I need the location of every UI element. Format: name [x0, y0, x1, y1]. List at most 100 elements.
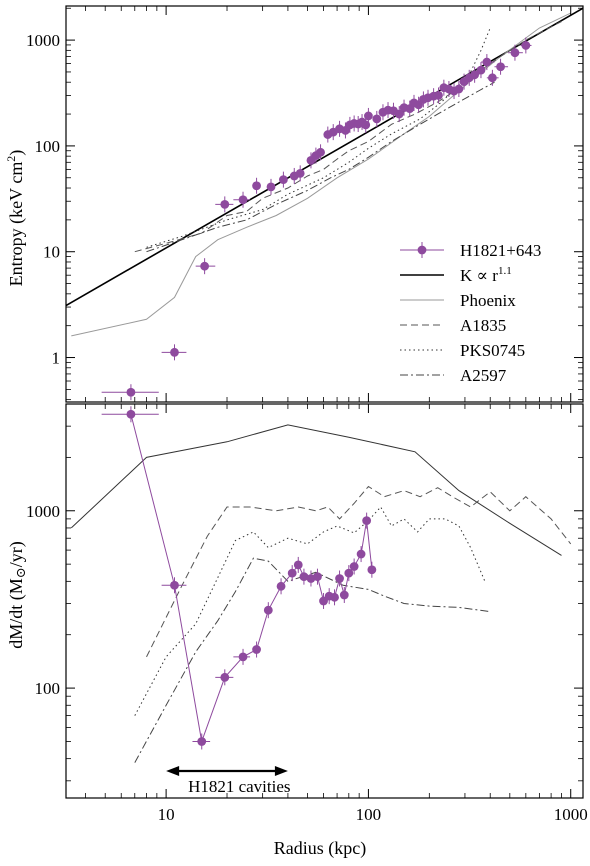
massflow-h1821-643-point	[170, 580, 179, 590]
massflow-y-tick-label: 1000	[26, 502, 60, 521]
legend-entry: PKS0745	[400, 341, 525, 360]
entropy-h1821-643-point	[126, 387, 136, 397]
massflow-h1821-643-point	[238, 652, 248, 662]
legend-label-text: PKS0745	[460, 341, 525, 360]
legend-entry: Phoenix	[400, 291, 516, 310]
entropy-h1821-643-point	[521, 41, 531, 50]
massflow-a1835-line	[146, 485, 572, 658]
legend-label-sup: 1.1	[498, 265, 512, 277]
x-axis-title: Radius (kpc)	[274, 838, 366, 859]
massflow-h1821-643-point	[293, 560, 303, 570]
legend-label-text: H1821+643	[460, 241, 541, 260]
massflow-y-tick-label: 100	[35, 679, 61, 698]
cavities-label: H1821 cavities	[188, 777, 290, 796]
entropy-y-tick-label: 10	[43, 243, 60, 262]
massflow-h1821-643-point	[276, 581, 286, 591]
cavities-arrowhead-left	[166, 766, 180, 776]
entropy-h1821-643-point	[510, 48, 520, 58]
massflow-h1821-643-point	[367, 565, 377, 575]
legend-entry: A1835	[400, 316, 506, 335]
massflow-h1821-643-point	[197, 737, 207, 746]
entropy-a2597-line	[146, 81, 495, 253]
massflow-h1821-643-point	[220, 672, 230, 682]
entropy-y-tick-label: 1	[52, 349, 61, 368]
entropy-h1821-643-point	[316, 147, 325, 157]
massflow-h1821-643-point	[330, 592, 339, 602]
entropy-h1821-643-points	[101, 37, 532, 401]
legend-label: K ∝ r1.1	[460, 265, 512, 285]
x-tick-label: 100	[356, 805, 382, 824]
entropy-h1821-643-point	[170, 347, 179, 357]
entropy-a1835-line	[134, 21, 562, 253]
legend-label: PKS0745	[460, 341, 525, 360]
legend-label-text: A1835	[460, 316, 506, 335]
massflow-h1821-643-point	[126, 409, 136, 419]
massflow-h1821-643-point	[362, 516, 372, 526]
entropy-axis-ticks: 1 10 100 1000	[26, 6, 583, 402]
entropy-h1821-643-point	[482, 57, 492, 67]
entropy-h1821-643-point	[252, 181, 261, 191]
entropy-h1821-643-point	[266, 182, 276, 192]
entropy-lines	[66, 7, 583, 337]
cavities-arrowhead-right	[274, 766, 288, 776]
entropy-h1821-643-point	[295, 168, 305, 178]
massflow-h1821-643-point	[344, 568, 354, 578]
massflow-h1821-643-point	[287, 568, 297, 578]
legend-entry: K ∝ r1.1	[400, 265, 512, 285]
massflow-h1821-643-point	[263, 605, 273, 615]
entropy-plot-frame	[65, 5, 584, 403]
legend-entry: A2597	[400, 366, 507, 385]
massflow-series-layer	[70, 406, 572, 763]
entropy-h1821-643-point	[220, 200, 230, 209]
legend-label-text: K ∝ r	[460, 266, 498, 285]
legend-label-text: A2597	[460, 366, 507, 385]
massflow-h1821-643-point	[335, 574, 344, 583]
massflow-h1821-643-point	[356, 549, 366, 559]
legend-marker	[417, 245, 427, 255]
entropy-h1821-643-point	[279, 175, 288, 185]
entropy-y-tick-label: 100	[35, 137, 61, 156]
entropy-h1821-643-point	[200, 261, 210, 271]
massflow-phoenix-line	[70, 424, 562, 556]
massflow-h1821-643-point	[313, 572, 322, 582]
entropy-y-axis-title: Entropy (keV cm2)	[4, 150, 27, 287]
massflow-plot-frame	[65, 403, 584, 799]
massflow-pks0745-line	[134, 506, 487, 716]
entropy-legend: H1821+643 K ∝ r1.1 Phoenix A1835 PKS0745 A259…	[400, 241, 541, 385]
entropy-series-layer	[66, 7, 583, 401]
massflow-axis-ticks: 10 100 1000 100 1000	[26, 404, 588, 824]
legend-label: H1821+643	[460, 241, 541, 260]
massflow-a2597-line	[134, 557, 491, 763]
entropy-h1821-643-point	[470, 70, 480, 80]
massflow-panel: 10 100 1000 100 1000 dM/dt (M⊙/yr) Radius (k…	[6, 403, 588, 859]
entropy-h1821-643-point	[394, 109, 404, 119]
entropy-pks0745-line	[146, 27, 491, 248]
entropy-phoenix-line	[71, 12, 571, 337]
massflow-y-axis-title: dM/dt (M⊙/yr)	[6, 541, 28, 648]
entropy-panel: 1 10 100 1000 Entropy (keV cm2) H1821+643 K …	[4, 5, 584, 403]
legend-entry: H1821+643	[400, 241, 541, 260]
x-tick-label: 10	[158, 805, 175, 824]
entropy-h1821-643-point	[238, 195, 248, 205]
legend-label: A2597	[460, 366, 507, 385]
entropy-h1821-643-point	[372, 114, 382, 124]
entropy-h1821-643-point	[364, 111, 373, 121]
massflow-h1821-643-points	[101, 406, 377, 750]
legend-label: A1835	[460, 316, 506, 335]
massflow-h1821-643-point	[349, 562, 359, 571]
legend-label-text: Phoenix	[460, 291, 516, 310]
entropy-h1821-643-point	[476, 65, 486, 75]
entropy-h1821-643-point	[496, 62, 505, 72]
legend-label: Phoenix	[460, 291, 516, 310]
entropy-k-r-1-1-line	[66, 7, 583, 307]
x-tick-label: 1000	[554, 805, 588, 824]
entropy-y-tick-label: 1000	[26, 31, 60, 50]
cavities-annotation: H1821 cavities	[166, 766, 291, 796]
entropy-h1821-643-point	[454, 84, 464, 94]
massflow-h1821-643-point	[299, 572, 309, 582]
entropy-h1821-643-point	[487, 73, 497, 83]
massflow-h1821-643-point	[252, 645, 261, 654]
massflow-h1821-643-point	[339, 590, 349, 600]
entropy-h1821-643-point	[434, 91, 443, 100]
